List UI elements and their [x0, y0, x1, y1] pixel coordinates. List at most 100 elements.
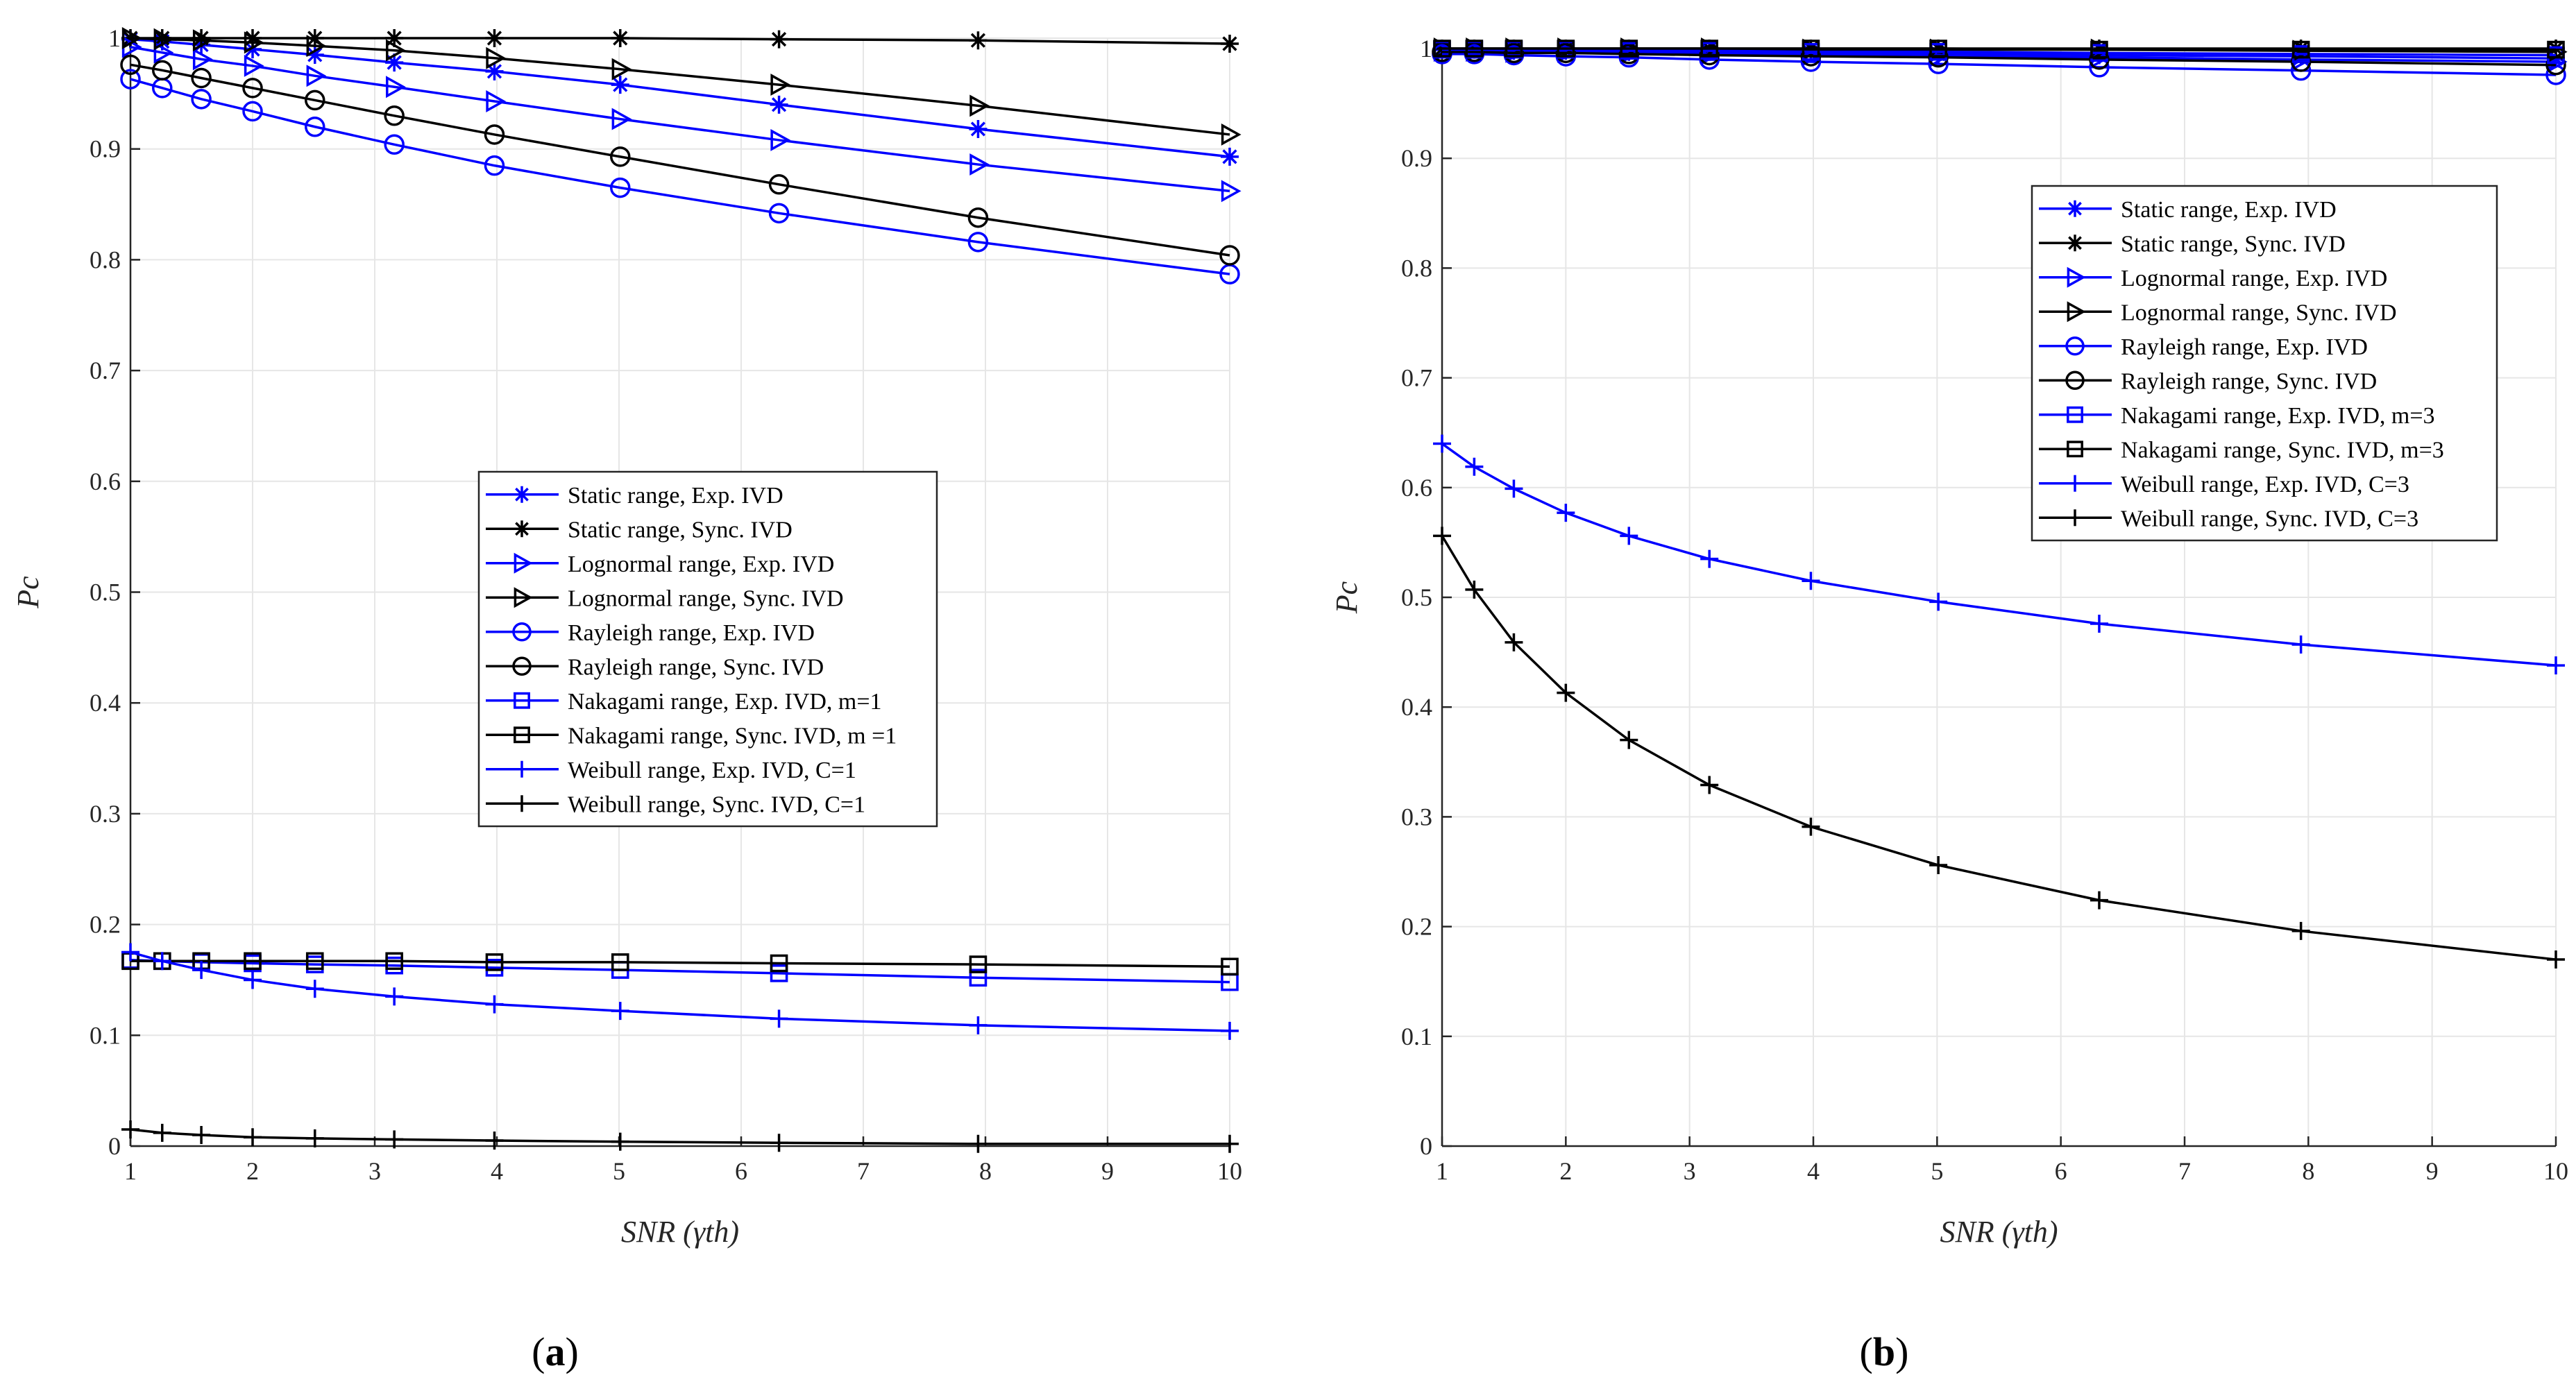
- y-tick-label: 1: [1420, 35, 1432, 62]
- marker-star: [770, 30, 788, 49]
- legend-entry: Weibull range, Exp. IVD, C=3: [2039, 472, 2409, 497]
- marker-square: [244, 952, 262, 971]
- legend-entry: Weibull range, Exp. IVD, C=1: [486, 758, 856, 783]
- marker-square: [2090, 40, 2108, 59]
- marker-triangle: [306, 65, 327, 87]
- legend-entry: Lognormal range, Sync. IVD: [486, 586, 844, 611]
- legend-entry: Rayleigh range, Sync. IVD: [486, 654, 824, 680]
- x-tick-label: 2: [246, 1157, 259, 1185]
- legend-entry: Nakagami range, Sync. IVD, m=3: [2039, 437, 2444, 463]
- marker-triangle: [1221, 180, 1242, 203]
- marker-circle: [484, 124, 505, 145]
- legend-entry: Lognormal range, Sync. IVD: [2039, 300, 2397, 325]
- marker-star: [969, 119, 988, 138]
- marker-plus: [1221, 1134, 1239, 1153]
- series: [121, 35, 1242, 203]
- marker-circle: [610, 177, 631, 198]
- caption-b: (b): [1860, 1329, 1909, 1374]
- legend-entry: Nakagami range, Exp. IVD, m=3: [2039, 403, 2435, 429]
- legend-label: Rayleigh range, Sync. IVD: [2121, 368, 2377, 394]
- y-tick-label: 1: [108, 24, 121, 52]
- marker-plus: [2067, 475, 2083, 492]
- marker-circle: [152, 60, 173, 81]
- marker-square: [2067, 406, 2083, 423]
- legend-entry: Rayleigh range, Exp. IVD: [486, 620, 815, 646]
- marker-plus: [1465, 580, 1484, 599]
- y-tick-label: 0.8: [1401, 254, 1432, 282]
- legend-label: Static range, Exp. IVD: [2121, 197, 2337, 223]
- marker-triangle: [611, 58, 632, 80]
- marker-circle: [384, 134, 405, 155]
- legend-entry: Nakagami range, Exp. IVD, m=1: [486, 689, 882, 715]
- legend: Static range, Exp. IVD Static range, Sync…: [477, 470, 938, 828]
- series-line: [130, 63, 1230, 257]
- marker-circle: [610, 146, 631, 167]
- marker-circle: [305, 117, 325, 137]
- legend-entry: Static range, Exp. IVD: [486, 483, 783, 509]
- marker-circle: [1555, 42, 1577, 64]
- marker-star: [1221, 34, 1239, 53]
- legend-label: Rayleigh range, Exp. IVD: [2121, 334, 2368, 360]
- marker-square: [770, 954, 788, 973]
- x-tick-label: 10: [2543, 1157, 2568, 1185]
- series-line: [130, 959, 1230, 968]
- marker-triangle: [611, 108, 632, 130]
- x-tick-label: 8: [979, 1157, 992, 1185]
- series: [121, 1120, 1239, 1153]
- marker-triangle: [514, 587, 533, 608]
- legend-entry: Weibull range, Sync. IVD, C=1: [486, 792, 865, 817]
- marker-plus: [514, 795, 530, 812]
- marker-plus: [1557, 504, 1575, 522]
- caption-a: (a): [532, 1329, 579, 1374]
- marker-square: [2547, 40, 2565, 59]
- legend-label: Rayleigh range, Sync. IVD: [568, 654, 824, 680]
- marker-plus: [2547, 656, 2565, 675]
- y-tick-label: 0.9: [1401, 144, 1432, 172]
- marker-triangle: [121, 27, 142, 49]
- marker-plus: [1620, 527, 1638, 545]
- marker-circle: [2065, 336, 2085, 356]
- legend-entry: Static range, Exp. IVD: [2039, 197, 2337, 223]
- legend-label: Lognormal range, Exp. IVD: [2121, 266, 2387, 291]
- marker-plus: [2090, 614, 2108, 633]
- marker-star: [2067, 234, 2083, 252]
- y-tick-label: 0.4: [1401, 693, 1432, 721]
- marker-plus: [969, 1016, 988, 1034]
- marker-plus: [1802, 817, 1820, 836]
- y-tick-label: 0.6: [1401, 474, 1432, 502]
- legend-label: Weibull range, Sync. IVD, C=1: [568, 792, 865, 817]
- x-axis-label: SNR (γth): [621, 1215, 739, 1249]
- marker-plus: [1433, 527, 1451, 545]
- marker-plus: [1802, 572, 1820, 590]
- marker-triangle: [486, 90, 507, 113]
- marker-plus: [305, 1129, 324, 1147]
- marker-triangle: [486, 46, 507, 69]
- series-line: [130, 37, 1230, 136]
- marker-plus: [969, 1134, 988, 1153]
- marker-triangle: [244, 54, 264, 77]
- marker-circle: [967, 207, 989, 228]
- marker-triangle: [386, 39, 406, 62]
- x-tick-label: 6: [735, 1157, 747, 1185]
- legend-label: Weibull range, Exp. IVD, C=3: [2121, 472, 2409, 497]
- y-tick-label: 0.1: [1401, 1023, 1432, 1050]
- marker-star: [192, 29, 211, 47]
- marker-plus: [1557, 683, 1575, 702]
- marker-triangle: [2067, 266, 2086, 288]
- legend-label: Rayleigh range, Exp. IVD: [568, 620, 815, 646]
- marker-circle: [2290, 51, 2312, 72]
- marker-triangle: [770, 74, 791, 96]
- marker-triangle: [2067, 301, 2086, 323]
- marker-square: [1700, 40, 1718, 58]
- marker-circle: [1928, 53, 1949, 74]
- marker-circle: [768, 174, 790, 195]
- series-line: [130, 46, 1230, 193]
- marker-triangle: [153, 41, 174, 64]
- marker-plus: [1700, 776, 1719, 794]
- marker-square: [385, 952, 403, 971]
- marker-star: [2067, 200, 2083, 217]
- marker-plus: [1505, 633, 1523, 651]
- x-tick-label: 1: [1436, 1157, 1448, 1185]
- marker-square: [2291, 40, 2310, 59]
- x-tick-label: 5: [1931, 1157, 1943, 1185]
